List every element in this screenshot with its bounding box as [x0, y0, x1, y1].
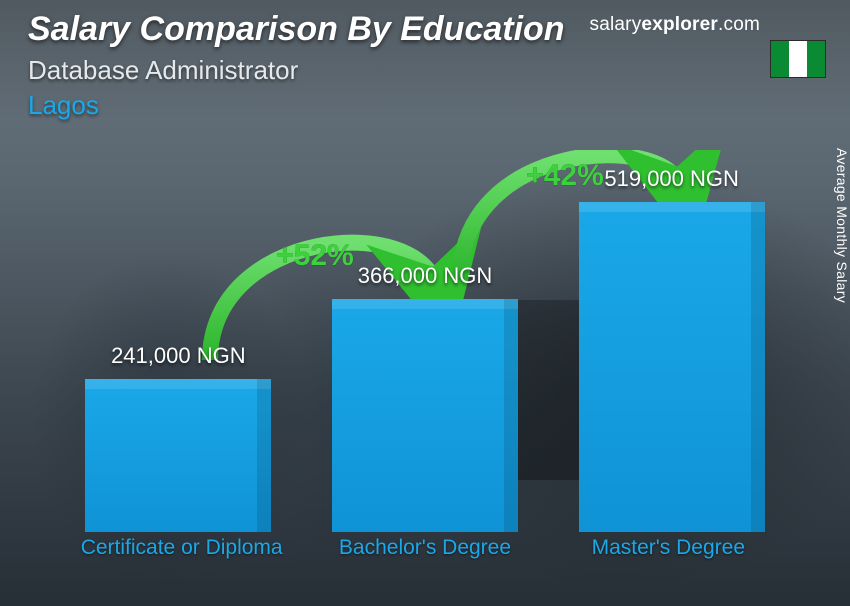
location: Lagos: [28, 90, 565, 121]
infographic: Salary Comparison By Education Database …: [0, 0, 850, 606]
bar: [332, 299, 518, 532]
bar-group-1: 366,000 NGN: [315, 263, 535, 532]
flag-stripe-left: [771, 41, 789, 77]
category-labels: Certificate or Diploma Bachelor's Degree…: [60, 536, 790, 586]
bars-area: 241,000 NGN 366,000 NGN 519,000 NGN: [60, 150, 790, 532]
value-label: 519,000 NGN: [604, 166, 739, 192]
flag-stripe-mid: [789, 41, 807, 77]
category-label: Certificate or Diploma: [72, 536, 292, 586]
y-axis-label: Average Monthly Salary: [834, 148, 850, 303]
bar: [85, 379, 271, 532]
brand-prefix: salary: [590, 14, 642, 35]
brand-logo: salaryexplorer.com: [590, 14, 760, 36]
brand-suffix: .com: [718, 14, 760, 35]
category-label: Bachelor's Degree: [315, 536, 535, 586]
category-label: Master's Degree: [558, 536, 778, 586]
flag-stripe-right: [807, 41, 825, 77]
bar-group-2: 519,000 NGN: [562, 166, 782, 532]
page-title: Salary Comparison By Education: [28, 10, 565, 49]
title-block: Salary Comparison By Education Database …: [28, 10, 565, 121]
bar-chart: +52% +42% 241,000 NGN 366,000 NGN 519,00…: [60, 150, 790, 586]
brand-bold: explorer: [641, 14, 718, 35]
value-label: 241,000 NGN: [111, 343, 246, 369]
bar: [579, 202, 765, 532]
job-title: Database Administrator: [28, 55, 565, 86]
bar-group-0: 241,000 NGN: [68, 343, 288, 532]
value-label: 366,000 NGN: [358, 263, 493, 289]
flag-icon: [770, 40, 826, 78]
